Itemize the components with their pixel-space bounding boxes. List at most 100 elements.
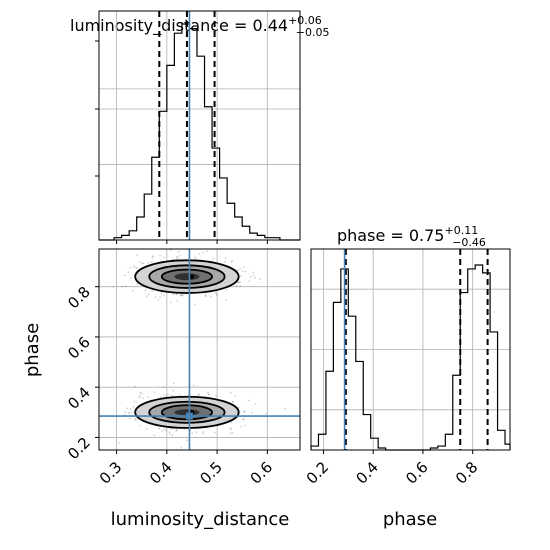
scatter-point	[243, 411, 246, 413]
x-axis-label-luminosity: luminosity_distance	[111, 509, 290, 530]
scatter-point	[129, 267, 132, 269]
luminosity-title-sup: +0.06	[288, 14, 322, 27]
scatter-point	[163, 393, 166, 396]
scatter-point	[132, 265, 135, 267]
scatter-point	[172, 382, 175, 385]
scatter-point	[161, 430, 164, 432]
scatter-point	[254, 276, 256, 279]
contour-mode	[134, 259, 240, 294]
scatter-point	[135, 401, 138, 404]
scatter-point	[150, 261, 153, 264]
scatter-point	[207, 393, 210, 396]
scatter-point	[168, 431, 171, 434]
scatter-point	[131, 289, 134, 292]
scatter-point	[191, 432, 194, 435]
x-tick-label: 0.8	[452, 458, 482, 488]
scatter-point	[198, 252, 201, 255]
scatter-point	[224, 260, 227, 263]
scatter-point	[147, 396, 150, 398]
phase-title-sup: +0.11	[444, 224, 478, 237]
scatter-point	[237, 281, 239, 284]
scatter-point	[259, 278, 262, 281]
scatter-point	[238, 281, 241, 284]
scatter-point	[139, 391, 142, 394]
scatter-point	[172, 427, 175, 430]
joint-scatter-panel: 0.3 0.4 0.5 0.6 0.2 0.4 0.6 0.8	[64, 248, 301, 488]
scatter-point	[163, 256, 165, 259]
scatter-point	[171, 258, 174, 261]
scatter-point	[138, 396, 141, 399]
scatter-point	[237, 406, 240, 409]
scatter-point	[170, 301, 172, 304]
scatter-point	[215, 395, 217, 398]
scatter-point	[242, 266, 245, 269]
scatter-point	[212, 257, 215, 260]
phase-title: phase = 0.75+0.11 −0.46	[337, 224, 486, 249]
scatter-point	[121, 285, 124, 288]
scatter-point	[283, 408, 286, 410]
scatter-point	[180, 447, 183, 449]
y-tick-label: 0.2	[64, 434, 94, 464]
scatter-point	[225, 288, 228, 291]
scatter-point	[172, 293, 175, 296]
x-axis-label-phase: phase	[383, 509, 437, 530]
x-tick-label: 0.6	[247, 458, 277, 488]
scatter-point	[176, 255, 178, 258]
scatter-point	[202, 432, 205, 435]
scatter-point	[265, 412, 268, 415]
scatter-point	[169, 249, 172, 251]
scatter-point	[247, 399, 250, 402]
scatter-point	[180, 293, 183, 296]
scatter-point	[254, 402, 257, 405]
scatter-point	[175, 428, 178, 431]
scatter-point	[239, 284, 242, 287]
panel-frame	[98, 10, 301, 241]
scatter-point	[232, 401, 235, 403]
x-tick-label: 0.4	[352, 458, 382, 488]
scatter-point	[147, 293, 150, 296]
scatter-point	[249, 276, 252, 278]
scatter-point	[158, 427, 161, 430]
scatter-point	[235, 285, 238, 288]
scatter-point	[204, 295, 207, 298]
scatter-point	[145, 295, 148, 298]
scatter-point	[202, 430, 204, 433]
scatter-point	[252, 274, 255, 277]
x-tick-label: 0.2	[303, 458, 333, 488]
luminosity-histogram-panel	[95, 10, 301, 244]
scatter-point	[138, 424, 141, 427]
scatter-point	[128, 411, 131, 414]
scatter-point	[231, 400, 234, 403]
scatter-point	[133, 266, 136, 269]
scatter-point	[168, 433, 171, 435]
scatter-point	[177, 256, 179, 259]
scatter-point	[159, 254, 162, 257]
scatter-point	[204, 294, 207, 297]
scatter-point	[154, 296, 157, 299]
scatter-point	[231, 431, 234, 434]
luminosity-title: luminosity_distance = 0.44+0.06 −0.05	[70, 14, 330, 39]
scatter-point	[244, 424, 247, 427]
scatter-point	[124, 274, 126, 277]
scatter-point	[237, 269, 240, 272]
scatter-point	[175, 293, 178, 296]
scatter-point	[140, 392, 143, 395]
scatter-point	[229, 391, 232, 394]
scatter-point	[181, 294, 184, 297]
scatter-point	[167, 393, 169, 396]
scatter-point	[176, 300, 179, 302]
scatter-point	[207, 391, 209, 394]
scatter-point	[240, 275, 242, 278]
x-tick-label: 0.4	[146, 458, 176, 488]
scatter-point	[229, 432, 232, 435]
scatter-point	[134, 385, 137, 388]
scatter-point	[129, 408, 132, 410]
luminosity-histogram-step	[99, 23, 300, 241]
scatter-point	[142, 262, 145, 265]
scatter-point	[175, 258, 178, 261]
scatter-point	[177, 250, 180, 253]
scatter-point	[147, 262, 150, 264]
contour-peak	[189, 274, 195, 279]
scatter-point	[229, 427, 232, 430]
